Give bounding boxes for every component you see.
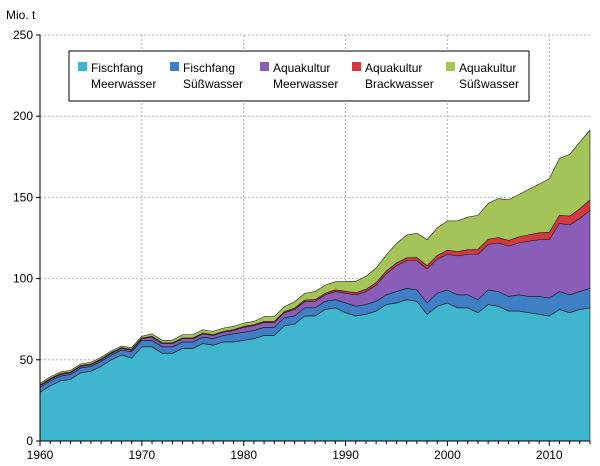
x-tick-label: 2010 (536, 448, 563, 462)
legend-label-line2: Süßwasser (459, 77, 519, 91)
legend-swatch (170, 62, 179, 71)
legend-label-line1: Fischfang (91, 61, 143, 75)
x-tick-label: 1980 (230, 448, 257, 462)
tick-labels: 0 50 100 150 200 250 1960 1970 1980 1990 2000 2010 (13, 28, 563, 462)
legend-label-line2: Meerwasser (91, 77, 156, 91)
legend-label-line1: Aquakultur (459, 61, 516, 75)
legend-label-line2: Meerwasser (273, 77, 338, 91)
legend: Fischfang Meerwasser Fischfang Süßwasser Aqu… (68, 50, 530, 102)
legend-swatch (446, 62, 455, 71)
x-tick-label: 1990 (332, 448, 359, 462)
x-tick-label: 1970 (129, 448, 156, 462)
y-tick-label: 200 (13, 109, 33, 123)
y-tick-label: 150 (13, 190, 33, 204)
legend-swatch (260, 62, 269, 71)
y-tick-label: 250 (13, 28, 33, 42)
legend-box (68, 50, 530, 102)
legend-label-line1: Fischfang (183, 61, 235, 75)
x-tick-label: 1960 (27, 448, 54, 462)
y-tick-label: 50 (20, 353, 34, 367)
legend-label-line1: Aquakultur (365, 61, 422, 75)
area-series-4 (39, 129, 591, 386)
legend-swatch (78, 62, 87, 71)
legend-label-line1: Aquakultur (273, 61, 330, 75)
axes (36, 34, 591, 446)
legend-label-line2: Süßwasser (183, 77, 243, 91)
x-tick-label: 2000 (434, 448, 461, 462)
y-axis-unit-label: Mio. t (6, 8, 36, 22)
y-tick-label: 100 (13, 272, 33, 286)
y-tick-label: 0 (26, 434, 33, 448)
legend-swatch (352, 62, 361, 71)
legend-label-line2: Brackwasser (365, 77, 434, 91)
